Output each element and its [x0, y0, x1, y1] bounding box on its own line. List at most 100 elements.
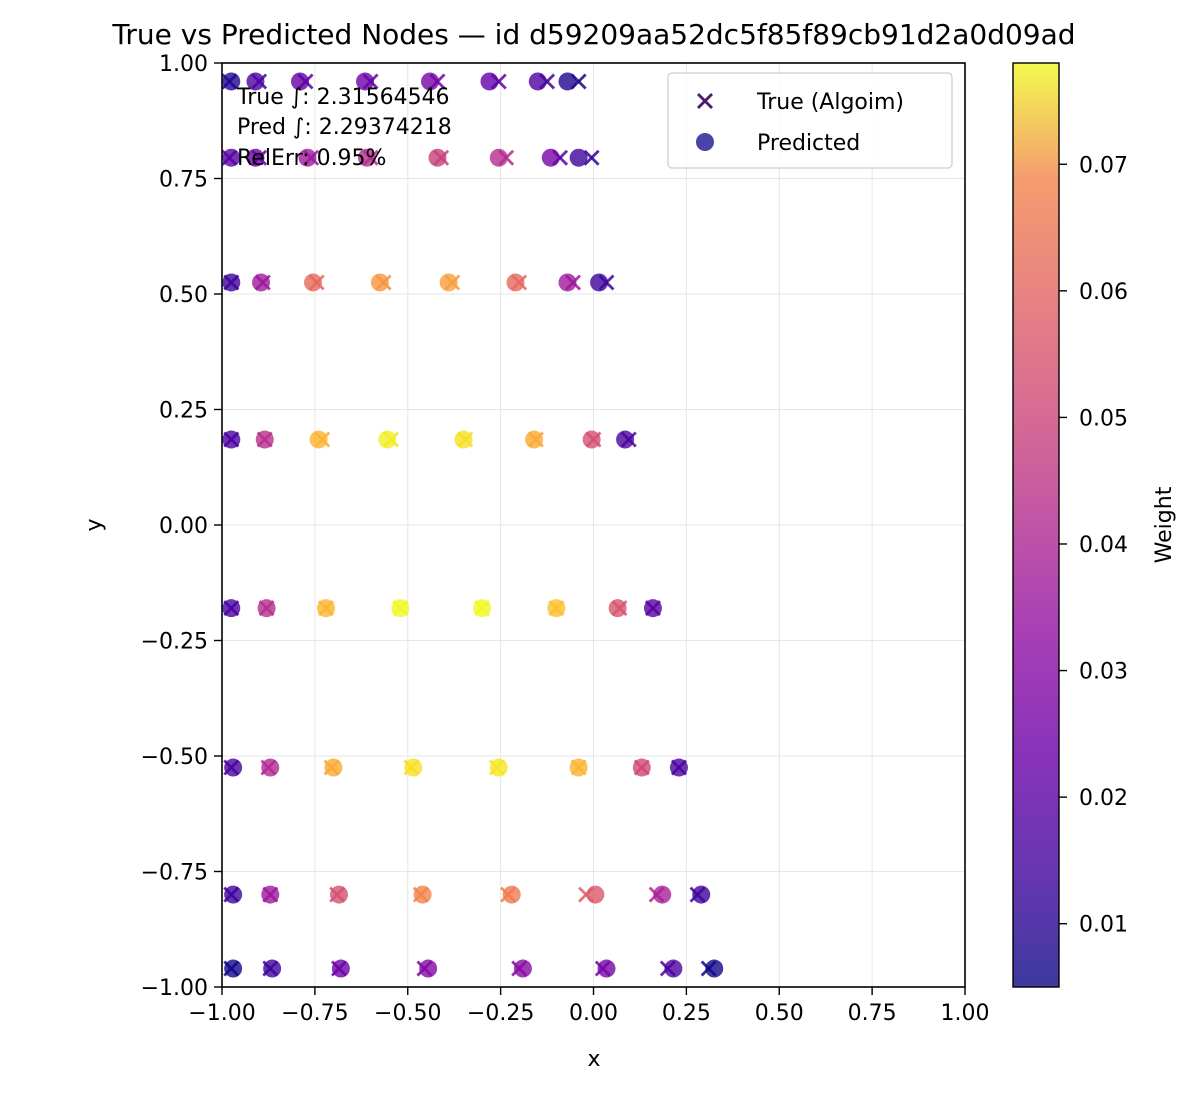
predicted-node-marker [692, 885, 711, 904]
predicted-node-marker [502, 885, 521, 904]
integral-annotation: True ∫: 2.31564546 Pred ∫: 2.29374218 Re… [236, 85, 452, 171]
x-tick-label: −1.00 [188, 1001, 255, 1026]
predicted-node-marker [421, 72, 440, 91]
colorbar-tick-label: 0.03 [1079, 660, 1128, 685]
predicted-node-marker [582, 430, 601, 449]
predicted-node-marker [404, 758, 423, 777]
x-axis: −1.00 −0.75 −0.50 −0.25 0.00 0.25 0.50 0.75 1.00 [188, 987, 989, 1026]
predicted-node-marker [528, 72, 547, 91]
predicted-node-marker [616, 430, 635, 449]
predicted-node-marker [525, 430, 544, 449]
predicted-node-marker [331, 959, 350, 978]
data-points [222, 72, 724, 978]
predicted-node-marker [324, 758, 343, 777]
predicted-node-marker [317, 599, 336, 618]
predicted-node-marker [224, 959, 243, 978]
predicted-node-marker [413, 885, 432, 904]
x-axis-label: x [587, 1047, 600, 1072]
predicted-node-marker [357, 148, 376, 167]
x-tick-label: 1.00 [941, 1001, 990, 1026]
legend-label-predicted: Predicted [757, 131, 860, 156]
y-tick-label: 1.00 [159, 52, 208, 77]
predicted-node-marker [419, 959, 438, 978]
colorbar-tick-label: 0.06 [1079, 280, 1128, 305]
predicted-node-marker [473, 599, 492, 618]
colorbar-label: Weight [1152, 486, 1177, 563]
legend-box [667, 72, 953, 169]
predicted-node-marker [330, 885, 349, 904]
x-tick-label: 0.00 [569, 1001, 618, 1026]
annotation-relerr: RelErr: 0.95% [237, 146, 386, 171]
x-tick-label: 0.50 [755, 1001, 804, 1026]
predicted-node-marker [222, 599, 241, 618]
legend: True (Algoim) Predicted [667, 72, 953, 169]
y-tick-label: −0.50 [141, 745, 208, 770]
predicted-node-marker [669, 758, 688, 777]
y-tick-label: 0.00 [159, 514, 208, 539]
predicted-node-marker [597, 959, 616, 978]
predicted-node-marker [454, 430, 473, 449]
predicted-node-marker [632, 758, 651, 777]
x-tick-label: 0.75 [848, 1001, 897, 1026]
predicted-node-marker [222, 430, 241, 449]
predicted-node-marker [263, 959, 282, 978]
predicted-node-marker [541, 148, 560, 167]
y-tick-label: −0.75 [141, 861, 208, 886]
predicted-node-marker [428, 148, 447, 167]
predicted-node-marker [261, 885, 280, 904]
predicted-node-marker [257, 599, 276, 618]
predicted-node-marker [224, 885, 243, 904]
legend-marker-true [697, 93, 713, 109]
predicted-node-marker [222, 148, 241, 167]
predicted-node-marker [569, 758, 588, 777]
chart-title: True vs Predicted Nodes — id d59209aa52d… [111, 18, 1075, 51]
colorbar-gradient [1012, 62, 1060, 988]
predicted-node-marker [222, 72, 241, 91]
predicted-node-marker [309, 430, 328, 449]
predicted-node-marker [506, 273, 525, 292]
predicted-node-marker [291, 72, 310, 91]
predicted-node-marker [664, 959, 683, 978]
y-axis-label: y [82, 518, 107, 531]
predicted-node-marker [255, 430, 274, 449]
predicted-node-marker [705, 959, 724, 978]
predicted-node-marker [252, 273, 271, 292]
predicted-node-marker [643, 599, 662, 618]
predicted-node-marker [586, 885, 605, 904]
x-tick-label: −0.75 [281, 1001, 348, 1026]
true-node-marker [583, 149, 600, 166]
predicted-node-marker [261, 758, 280, 777]
predicted-node-marker [653, 885, 672, 904]
colorbar-tick-label: 0.01 [1079, 913, 1128, 938]
y-tick-label: −1.00 [141, 976, 208, 1001]
predicted-node-marker [246, 72, 265, 91]
predicted-node-marker [558, 273, 577, 292]
annotation-true-integral: True ∫: 2.31564546 [236, 85, 450, 110]
x-tick-label: 0.25 [662, 1001, 711, 1026]
predicted-node-marker [608, 599, 627, 618]
y-axis: −1.00 −0.75 −0.50 −0.25 0.00 0.25 0.50 0.75 1.00 [141, 52, 222, 1001]
y-tick-label: 0.25 [159, 399, 208, 424]
colorbar-ticks: 0.01 0.02 0.03 0.04 0.05 0.06 0.07 [1059, 153, 1128, 938]
grid [221, 62, 966, 988]
predicted-node-marker [298, 148, 317, 167]
colorbar-tick-label: 0.02 [1079, 786, 1128, 811]
colorbar-tick-label: 0.04 [1079, 533, 1128, 558]
predicted-node-marker [224, 758, 243, 777]
annotation-pred-integral: Pred ∫: 2.29374218 [237, 115, 452, 140]
x-tick-label: −0.25 [467, 1001, 534, 1026]
predicted-node-marker [558, 72, 577, 91]
predicted-node-marker [246, 148, 265, 167]
legend-marker-predicted [696, 133, 714, 151]
y-tick-label: −0.25 [141, 630, 208, 655]
predicted-node-marker [480, 72, 499, 91]
predicted-node-marker [489, 758, 508, 777]
colorbar-tick-label: 0.07 [1079, 153, 1128, 178]
y-tick-label: 0.50 [159, 283, 208, 308]
predicted-node-marker [304, 273, 323, 292]
predicted-node-marker [513, 959, 532, 978]
predicted-node-marker [547, 599, 566, 618]
predicted-node-marker [222, 273, 241, 292]
predicted-node-marker [439, 273, 458, 292]
